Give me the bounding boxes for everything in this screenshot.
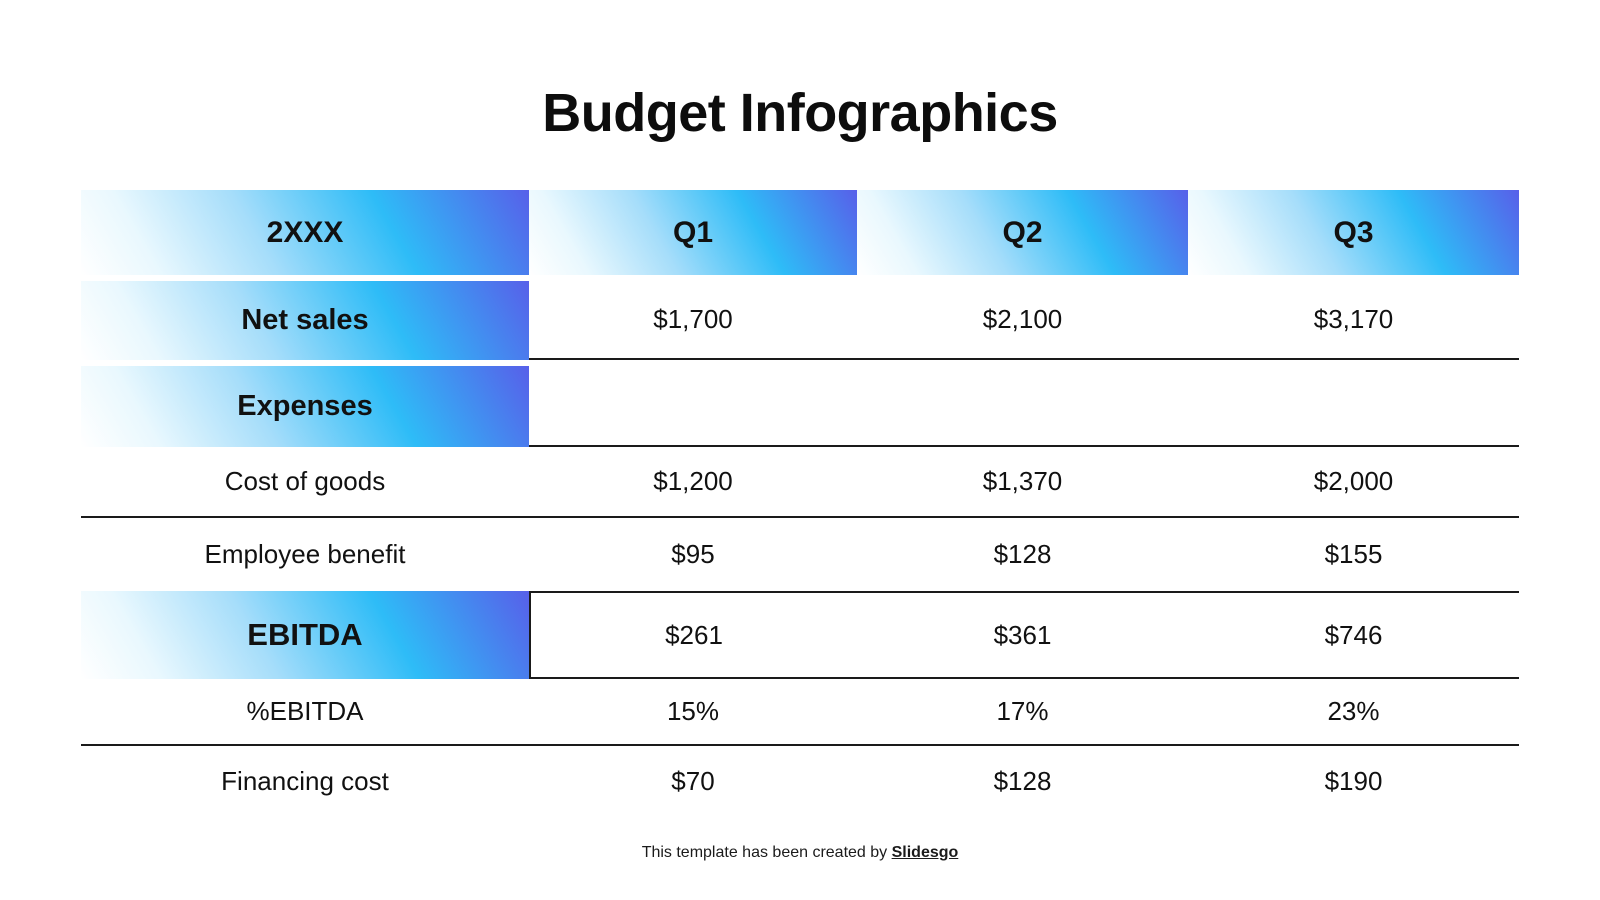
- row-label-employee-benefit: Employee benefit: [204, 539, 406, 569]
- row-label-expenses: Expenses: [81, 366, 529, 447]
- cell-cost-of-goods-q2: $1,370: [857, 447, 1188, 518]
- footer-credit: This template has been created by Slides…: [0, 844, 1600, 862]
- budget-table: 2XXX Q1 Q2 Q3 Net sales $1,700 $2,100 $3…: [81, 190, 1519, 816]
- slidesgo-link[interactable]: Slidesgo: [891, 844, 959, 861]
- row-label-ebitda: EBITDA: [81, 591, 529, 679]
- cell-financing-cost-q1: $70: [671, 765, 715, 796]
- cell-net-sales-q1: $1,700: [529, 281, 857, 360]
- cell-financing-cost-q2: $128: [993, 765, 1052, 796]
- cell-pct-ebitda-q2: 17%: [857, 679, 1188, 746]
- cell-net-sales-q3: $3,170: [1188, 281, 1519, 360]
- header-q1-label: Q1: [672, 215, 714, 249]
- cell-financing-cost-q3: $190: [1324, 765, 1383, 796]
- table-row-pct-ebitda: %EBITDA 15% 17% 23%: [81, 679, 1519, 746]
- row-label-net-sales: Net sales: [81, 281, 529, 360]
- header-q2-label: Q2: [1002, 215, 1043, 249]
- cell-ebitda-q1: $261: [529, 591, 857, 679]
- cell-pct-ebitda-q3: 23%: [1188, 679, 1519, 746]
- header-cell-q2: Q2: [857, 190, 1188, 275]
- row-label-financing-cost: Financing cost: [221, 765, 389, 796]
- page-title: Budget Infographics: [542, 83, 1058, 143]
- header-cell-year: 2XXX: [81, 190, 529, 275]
- table-row-expenses: Expenses: [81, 366, 1519, 447]
- cell-expenses-q3: [1188, 366, 1519, 447]
- cell-ebitda-q2: $361: [857, 591, 1188, 679]
- cell-expenses-q2: [857, 366, 1188, 447]
- table-row-financing-cost: Financing cost $70 $128 $190: [81, 746, 1519, 816]
- cell-net-sales-q2: $2,100: [857, 281, 1188, 360]
- row-label-cost-of-goods: Cost of goods: [81, 447, 529, 518]
- header-year-label: 2XXX: [266, 215, 344, 249]
- table-row-cost-of-goods: Cost of goods $1,200 $1,370 $2,000: [81, 447, 1519, 518]
- cell-ebitda-q3: $746: [1188, 591, 1519, 679]
- cell-cost-of-goods-q3: $2,000: [1188, 447, 1519, 518]
- cell-expenses-q1: [529, 366, 857, 447]
- table-row-net-sales: Net sales $1,700 $2,100 $3,170: [81, 281, 1519, 360]
- cell-employee-benefit-q2: $128: [993, 539, 1052, 569]
- header-q3-label: Q3: [1333, 215, 1374, 249]
- header-cell-q3: Q3: [1188, 190, 1519, 275]
- footer-credit-text: This template has been created by: [641, 844, 892, 861]
- table-row-ebitda: EBITDA $261 $361 $746: [81, 591, 1519, 679]
- cell-cost-of-goods-q1: $1,200: [529, 447, 857, 518]
- row-label-pct-ebitda: %EBITDA: [81, 679, 529, 746]
- table-row-employee-benefit: Employee benefit $95 $128 $155: [81, 518, 1519, 591]
- cell-employee-benefit-q1: $95: [671, 539, 715, 569]
- table-header-row: 2XXX Q1 Q2 Q3: [81, 190, 1519, 275]
- cell-employee-benefit-q3: $155: [1324, 539, 1383, 569]
- header-cell-q1: Q1: [529, 190, 857, 275]
- cell-pct-ebitda-q1: 15%: [529, 679, 857, 746]
